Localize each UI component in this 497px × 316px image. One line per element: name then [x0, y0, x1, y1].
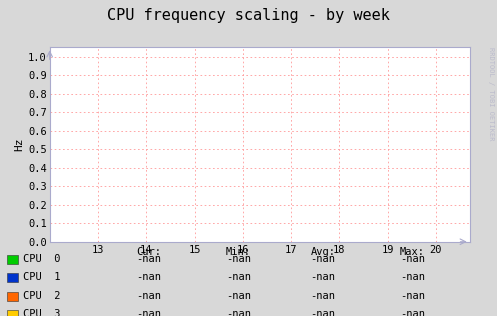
- Text: -nan: -nan: [311, 291, 335, 301]
- Text: Cur:: Cur:: [137, 247, 162, 257]
- Text: -nan: -nan: [400, 309, 425, 316]
- Text: -nan: -nan: [137, 272, 162, 283]
- Y-axis label: Hz: Hz: [14, 138, 24, 151]
- Text: -nan: -nan: [400, 291, 425, 301]
- Text: -nan: -nan: [311, 254, 335, 264]
- Text: RRDTOOL / TOBI OETIKER: RRDTOOL / TOBI OETIKER: [488, 47, 494, 141]
- Text: Min:: Min:: [226, 247, 251, 257]
- Text: -nan: -nan: [137, 254, 162, 264]
- Text: CPU  3: CPU 3: [23, 309, 61, 316]
- Text: -nan: -nan: [226, 272, 251, 283]
- Text: -nan: -nan: [137, 291, 162, 301]
- Text: -nan: -nan: [400, 254, 425, 264]
- Text: -nan: -nan: [311, 309, 335, 316]
- Text: -nan: -nan: [226, 291, 251, 301]
- Text: -nan: -nan: [311, 272, 335, 283]
- Text: Max:: Max:: [400, 247, 425, 257]
- Text: CPU  0: CPU 0: [23, 254, 61, 264]
- Text: -nan: -nan: [400, 272, 425, 283]
- Text: -nan: -nan: [226, 309, 251, 316]
- Text: Avg:: Avg:: [311, 247, 335, 257]
- Text: CPU  1: CPU 1: [23, 272, 61, 283]
- Text: CPU  2: CPU 2: [23, 291, 61, 301]
- Text: -nan: -nan: [137, 309, 162, 316]
- Text: -nan: -nan: [226, 254, 251, 264]
- Text: CPU frequency scaling - by week: CPU frequency scaling - by week: [107, 8, 390, 23]
